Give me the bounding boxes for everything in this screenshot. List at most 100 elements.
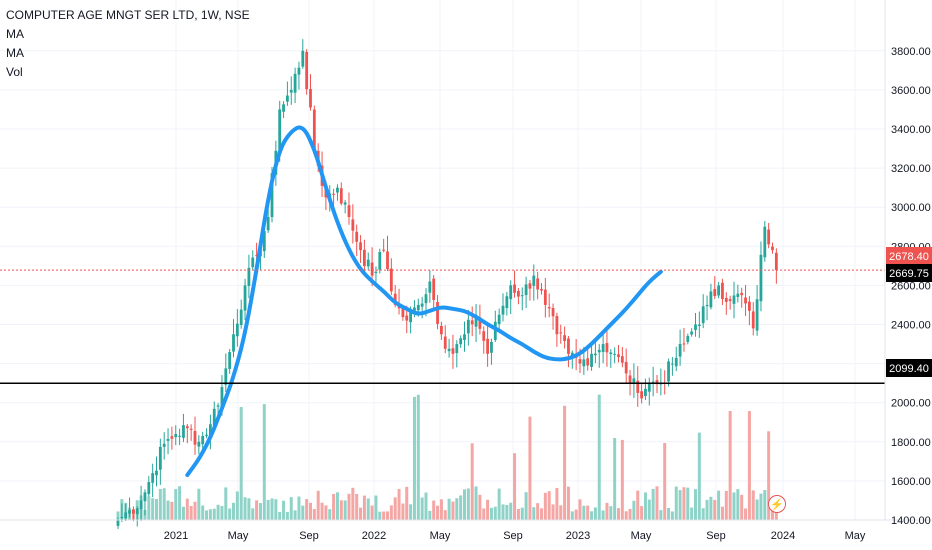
candle-body bbox=[694, 324, 697, 331]
candle-body bbox=[501, 305, 505, 315]
y-tick-label: 1600.00 bbox=[891, 476, 931, 488]
candle-body bbox=[759, 254, 763, 302]
candle-body bbox=[528, 283, 532, 289]
volume-bar bbox=[466, 488, 470, 520]
candle-body bbox=[520, 295, 524, 297]
time-axis[interactable]: 2021 May Sep 2022 May Sep 2023 May Sep 2024 May bbox=[164, 530, 866, 542]
volume-bar bbox=[170, 501, 174, 520]
candle-body bbox=[132, 509, 135, 514]
volume-bar bbox=[247, 498, 251, 520]
volume-bar bbox=[355, 494, 359, 520]
candle-body bbox=[201, 435, 205, 445]
volume-bar bbox=[578, 499, 582, 520]
candle-body bbox=[339, 188, 343, 204]
candle-body bbox=[513, 284, 516, 293]
candle-body bbox=[578, 359, 582, 364]
volume-bar bbox=[771, 507, 774, 520]
volume-bar bbox=[401, 503, 405, 520]
candle-body bbox=[312, 109, 316, 149]
volume-bar bbox=[559, 505, 563, 520]
candle-body bbox=[405, 315, 409, 321]
volume-bar bbox=[297, 496, 301, 520]
candle-body bbox=[147, 482, 151, 495]
volume-bar bbox=[528, 416, 532, 520]
candle-body bbox=[293, 73, 297, 93]
ma-indicator-label[interactable]: MA bbox=[6, 27, 24, 41]
candle-body bbox=[674, 357, 678, 367]
candle-body bbox=[463, 334, 466, 341]
candle-body bbox=[771, 246, 774, 251]
volume-bar bbox=[301, 505, 305, 520]
volume-bar bbox=[409, 504, 413, 520]
candle-body bbox=[409, 310, 412, 323]
volume-bar bbox=[436, 505, 440, 520]
moving-average-line bbox=[185, 125, 663, 478]
lightning-icon[interactable]: ⚡ bbox=[768, 495, 786, 513]
candle-body bbox=[139, 500, 143, 510]
candle-body bbox=[567, 338, 570, 354]
candle-body bbox=[413, 307, 416, 312]
candle-body bbox=[721, 282, 724, 299]
candle-body bbox=[355, 231, 359, 242]
volume-bar bbox=[289, 497, 293, 520]
volume-bar bbox=[166, 500, 170, 520]
volume-bar bbox=[551, 504, 555, 520]
volume-bar bbox=[547, 491, 551, 520]
volume-bar bbox=[208, 509, 212, 520]
volume-bar bbox=[697, 432, 701, 520]
volume-bar bbox=[682, 487, 686, 520]
candle-body bbox=[286, 95, 289, 102]
volume-bar bbox=[205, 510, 209, 520]
candle-body bbox=[655, 380, 659, 385]
symbol-title[interactable]: COMPUTER AGE MNGT SER LTD, 1W, NSE bbox=[6, 8, 250, 22]
volume-bar bbox=[243, 497, 247, 520]
candle-body bbox=[774, 252, 778, 271]
volume-bar bbox=[420, 497, 424, 520]
volume-bar bbox=[478, 494, 482, 520]
candle-body bbox=[401, 307, 405, 318]
volume-bar bbox=[235, 491, 239, 520]
volume-bar bbox=[690, 507, 694, 520]
volume-bar bbox=[424, 492, 428, 520]
ma-indicator-label-2[interactable]: MA bbox=[6, 46, 24, 60]
last-price-tag: 2678.40 bbox=[886, 247, 932, 265]
volume-indicator-label[interactable]: Vol bbox=[6, 65, 23, 79]
candle-body bbox=[289, 89, 293, 93]
volume-bar bbox=[151, 498, 155, 520]
y-tick-label: 3800.00 bbox=[891, 46, 931, 58]
volume-bar bbox=[678, 490, 682, 520]
volume-bar bbox=[482, 508, 486, 520]
volume-bar bbox=[386, 511, 389, 520]
candle-body bbox=[220, 387, 224, 408]
candle-body bbox=[120, 516, 124, 519]
volume-bar bbox=[232, 502, 235, 520]
candle-body bbox=[282, 104, 285, 112]
volume-bar bbox=[316, 490, 320, 520]
volume-bar bbox=[443, 510, 447, 520]
x-tick-label: May bbox=[845, 530, 866, 542]
candle-body bbox=[170, 436, 174, 439]
candle-body bbox=[185, 426, 189, 429]
candle-body bbox=[232, 334, 235, 352]
volume-bar bbox=[293, 510, 297, 520]
candle-body bbox=[424, 294, 428, 304]
volume-bar bbox=[285, 511, 289, 520]
candle-body bbox=[416, 304, 420, 311]
volume-bar bbox=[162, 488, 166, 520]
candle-body bbox=[251, 257, 255, 268]
candle-body bbox=[651, 381, 655, 383]
volume-bar bbox=[628, 508, 632, 520]
candle-body bbox=[724, 297, 728, 302]
candle-body bbox=[624, 361, 628, 374]
x-tick-label: Sep bbox=[503, 530, 523, 542]
price-axis[interactable]: 1400.001600.001800.002000.002200.002400.… bbox=[891, 46, 931, 527]
candle-body bbox=[309, 89, 312, 108]
volume-bar bbox=[158, 488, 162, 520]
candle-body bbox=[543, 289, 547, 305]
candle-body bbox=[551, 308, 555, 317]
candle-body bbox=[701, 306, 705, 324]
volume-bar bbox=[543, 492, 547, 520]
candlesticks bbox=[116, 39, 778, 529]
volume-bar bbox=[224, 487, 228, 520]
